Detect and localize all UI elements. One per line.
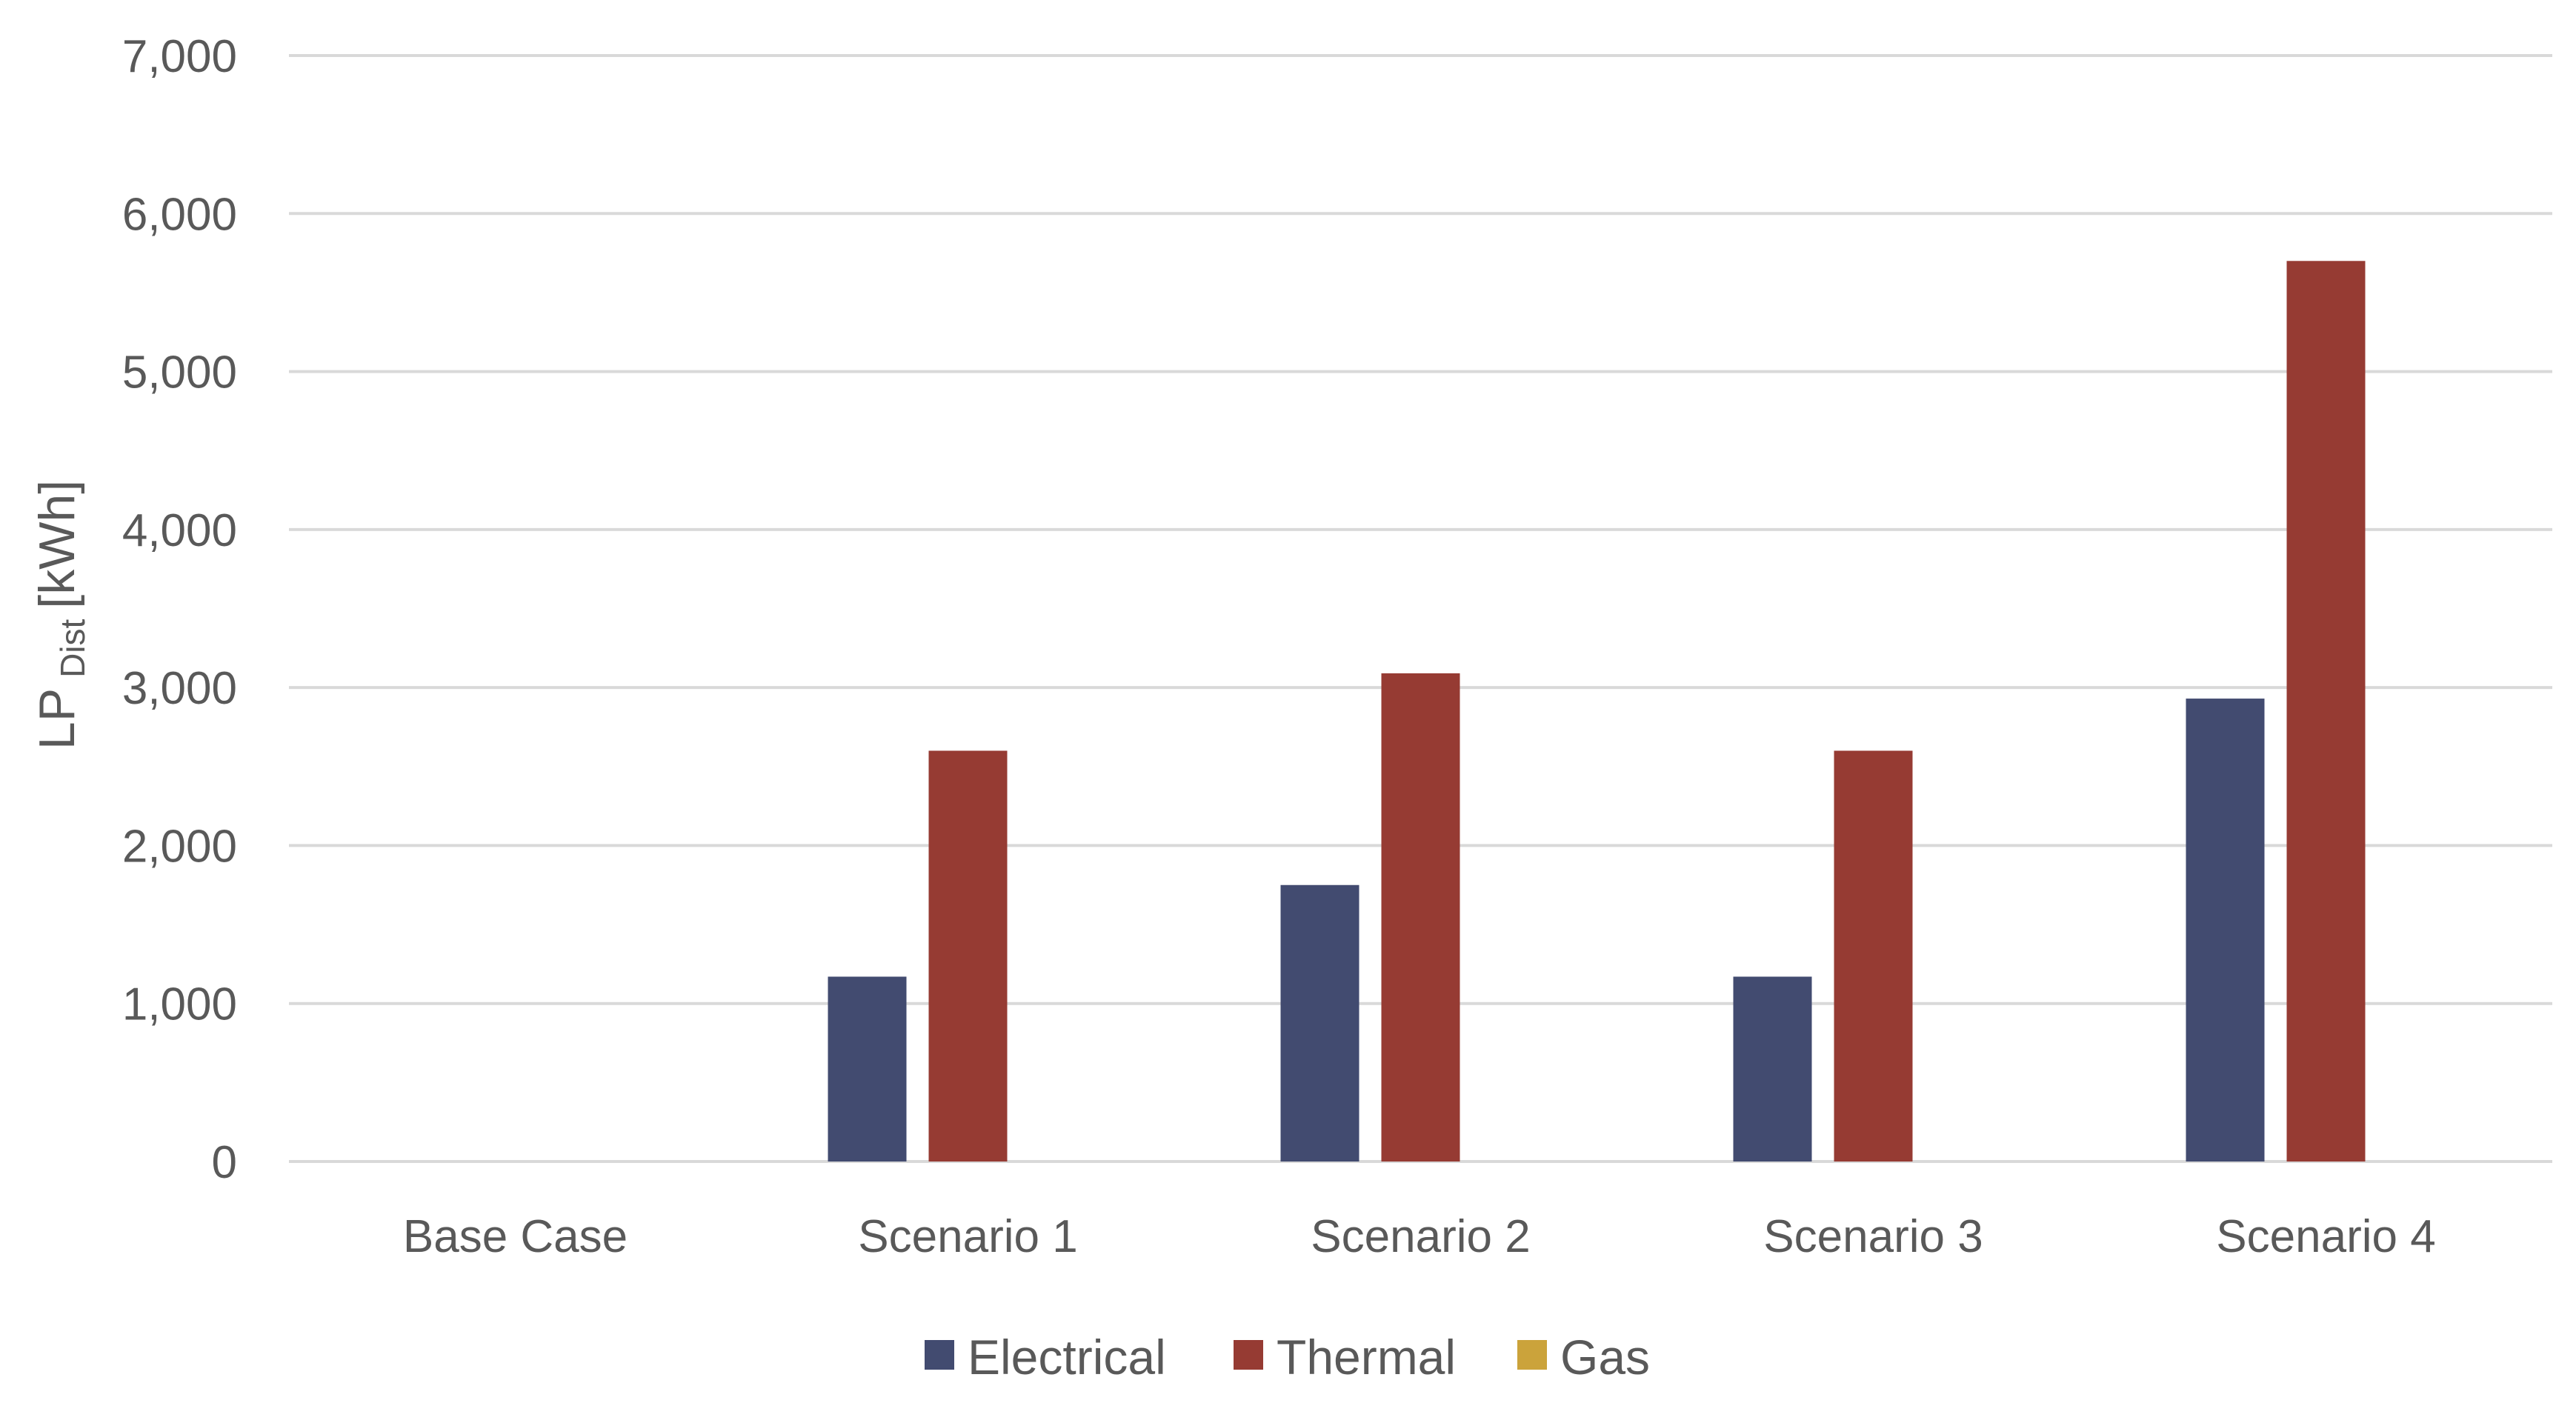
bar-thermal-scenario-1 [928,750,1008,1162]
legend-label-electrical: Electrical [968,1330,1166,1384]
bar-electrical-scenario-2 [1280,884,1359,1162]
y-axis-title-main: LP [29,688,85,750]
bars [828,261,2366,1162]
y-tick-label: 1,000 [122,979,237,1030]
bar-thermal-scenario-3 [1834,750,1913,1162]
y-tick-label: 4,000 [122,505,237,556]
bar-thermal-scenario-4 [2286,261,2366,1162]
legend-label-gas: Gas [1560,1330,1650,1384]
x-category-label: Scenario 4 [2216,1211,2435,1262]
x-axis-categories: Base Case Scenario 1 Scenario 2 Scenario 3 S… [403,1211,2436,1262]
legend: Electrical Thermal Gas [925,1330,1650,1384]
legend-label-thermal: Thermal [1277,1330,1456,1384]
y-axis-title-subscript: Dist [53,619,92,677]
y-axis-title: LP Dist [kWh] [29,480,92,750]
y-tick-label: 2,000 [122,821,237,872]
y-tick-label: 7,000 [122,31,237,82]
legend-swatch-gas [1517,1340,1547,1370]
y-tick-label: 6,000 [122,189,237,240]
x-category-label: Base Case [403,1211,628,1262]
bar-electrical-scenario-3 [1733,976,1812,1162]
y-axis-ticks: 0 1,000 2,000 3,000 4,000 5,000 6,000 7,000 [122,31,237,1188]
x-category-label: Scenario 3 [1763,1211,1983,1262]
legend-swatch-thermal [1234,1340,1263,1370]
bar-thermal-scenario-2 [1381,673,1460,1162]
y-axis-title-unit: [kWh] [29,480,85,609]
legend-swatch-electrical [925,1340,954,1370]
bar-electrical-scenario-4 [2186,699,2265,1162]
y-tick-label: 0 [212,1137,237,1188]
x-category-label: Scenario 1 [858,1211,1077,1262]
y-tick-label: 5,000 [122,347,237,399]
x-category-label: Scenario 2 [1311,1211,1530,1262]
bar-electrical-scenario-1 [828,976,907,1162]
y-tick-label: 3,000 [122,663,237,714]
